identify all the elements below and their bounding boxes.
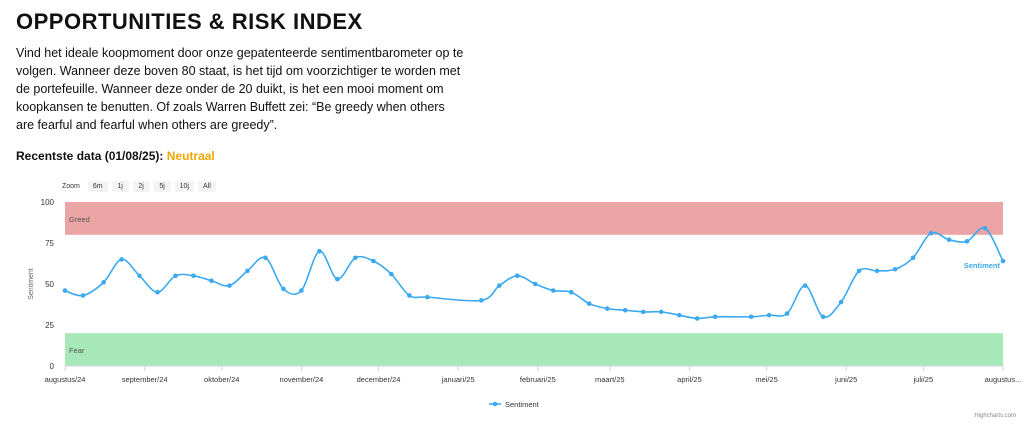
data-point — [640, 309, 646, 315]
data-point — [586, 301, 592, 306]
x-tick-label: oktober/24 — [204, 375, 239, 384]
x-tick-label: december/24 — [357, 375, 401, 384]
x-tick-label: juni/25 — [834, 375, 857, 384]
data-point — [389, 271, 394, 277]
intro-text: Vind het ideale koopmoment door onze gep… — [16, 46, 464, 132]
zoom-10j-button[interactable]: 10j — [174, 181, 194, 192]
data-point — [1000, 258, 1006, 264]
data-point — [982, 225, 988, 231]
x-tick-label: augustus/24 — [45, 375, 86, 384]
plot-band-label-fear: Fear — [69, 346, 85, 355]
data-point — [317, 248, 322, 254]
data-point — [479, 298, 484, 303]
data-point — [62, 288, 68, 293]
sentiment-chart: Greed Fear 0 25 50 75 100 Sentiment augustus/24 s… — [28, 198, 1022, 409]
x-tick-label: november/24 — [280, 375, 324, 384]
data-point — [497, 283, 502, 288]
series-line-sentiment — [64, 226, 1004, 320]
zoom-1j-button[interactable]: 1j — [111, 181, 129, 192]
x-tick-label: januari/25 — [441, 375, 475, 384]
y-tick-label: 0 — [50, 362, 55, 371]
zoom-controls: Zoom 6m 1j 2j 5j 10j All — [62, 181, 216, 192]
data-point — [191, 273, 196, 279]
data-point — [892, 266, 898, 272]
x-tick-label: augustus... — [985, 375, 1022, 384]
data-point — [748, 314, 754, 320]
data-point — [874, 268, 880, 274]
plot-band-label-greed: Greed — [69, 215, 90, 224]
data-point — [155, 289, 160, 295]
data-point — [604, 306, 610, 311]
data-point — [802, 283, 808, 288]
plot-band-greed — [65, 202, 1003, 235]
x-tick-label: februari/25 — [520, 375, 556, 384]
data-point — [263, 255, 268, 261]
data-point — [425, 294, 430, 300]
data-point — [80, 293, 86, 298]
data-point — [820, 314, 826, 320]
recent-data-label: Recentste data (01/08/25): — [16, 149, 164, 163]
data-point — [137, 273, 142, 279]
recent-data-status: Neutraal — [166, 149, 215, 163]
legend-item-sentiment[interactable]: Sentiment — [489, 400, 540, 409]
x-tick-label: maart/25 — [595, 375, 625, 384]
data-point — [101, 280, 106, 285]
data-point — [856, 268, 862, 274]
zoom-all-button[interactable]: All — [197, 181, 216, 192]
x-tick-label: april/25 — [677, 375, 702, 384]
data-point — [245, 268, 250, 274]
legend-marker — [492, 401, 498, 407]
y-tick-label: 50 — [45, 280, 54, 289]
data-point — [209, 278, 214, 284]
recent-data: Recentste data (01/08/25): Neutraal — [16, 149, 215, 163]
data-point — [299, 288, 304, 293]
zoom-label: Zoom — [62, 183, 80, 190]
x-tick-label: juli/25 — [913, 375, 934, 384]
data-point — [227, 283, 232, 288]
page-title: OPPORTUNITIES & RISK INDEX — [16, 9, 363, 34]
data-point — [622, 307, 628, 313]
data-point — [353, 255, 358, 261]
zoom-5j-button[interactable]: 5j — [153, 181, 171, 192]
x-tick-label: mei/25 — [755, 375, 778, 384]
data-point — [568, 289, 574, 295]
data-point — [694, 316, 700, 321]
data-point — [784, 311, 790, 316]
legend-label: Sentiment — [505, 400, 540, 409]
data-point — [712, 314, 718, 320]
data-point — [928, 230, 934, 236]
data-point — [532, 281, 538, 287]
y-tick-label: 100 — [41, 198, 55, 207]
data-point — [407, 293, 412, 298]
data-point — [550, 288, 556, 293]
data-point — [335, 276, 340, 282]
x-tick-label: september/24 — [122, 375, 168, 384]
data-point — [173, 273, 178, 279]
y-tick-label: 75 — [45, 239, 54, 248]
data-point — [676, 312, 682, 318]
y-axis-title: Sentiment — [28, 268, 35, 300]
data-point — [838, 299, 844, 305]
data-point — [946, 237, 952, 243]
series-end-label: Sentiment — [964, 261, 1001, 270]
credits-link[interactable]: Highcharts.com — [974, 413, 1016, 419]
data-point — [658, 309, 664, 315]
data-point — [514, 273, 520, 279]
data-point — [281, 286, 286, 292]
data-point — [371, 258, 376, 264]
zoom-2j-button[interactable]: 2j — [132, 181, 150, 192]
data-point — [964, 239, 970, 244]
plot-band-fear — [65, 333, 1003, 366]
zoom-6m-button[interactable]: 6m — [87, 181, 108, 192]
data-point — [119, 257, 124, 262]
y-tick-label: 25 — [45, 321, 54, 330]
data-point — [910, 255, 916, 261]
data-point — [766, 312, 772, 318]
